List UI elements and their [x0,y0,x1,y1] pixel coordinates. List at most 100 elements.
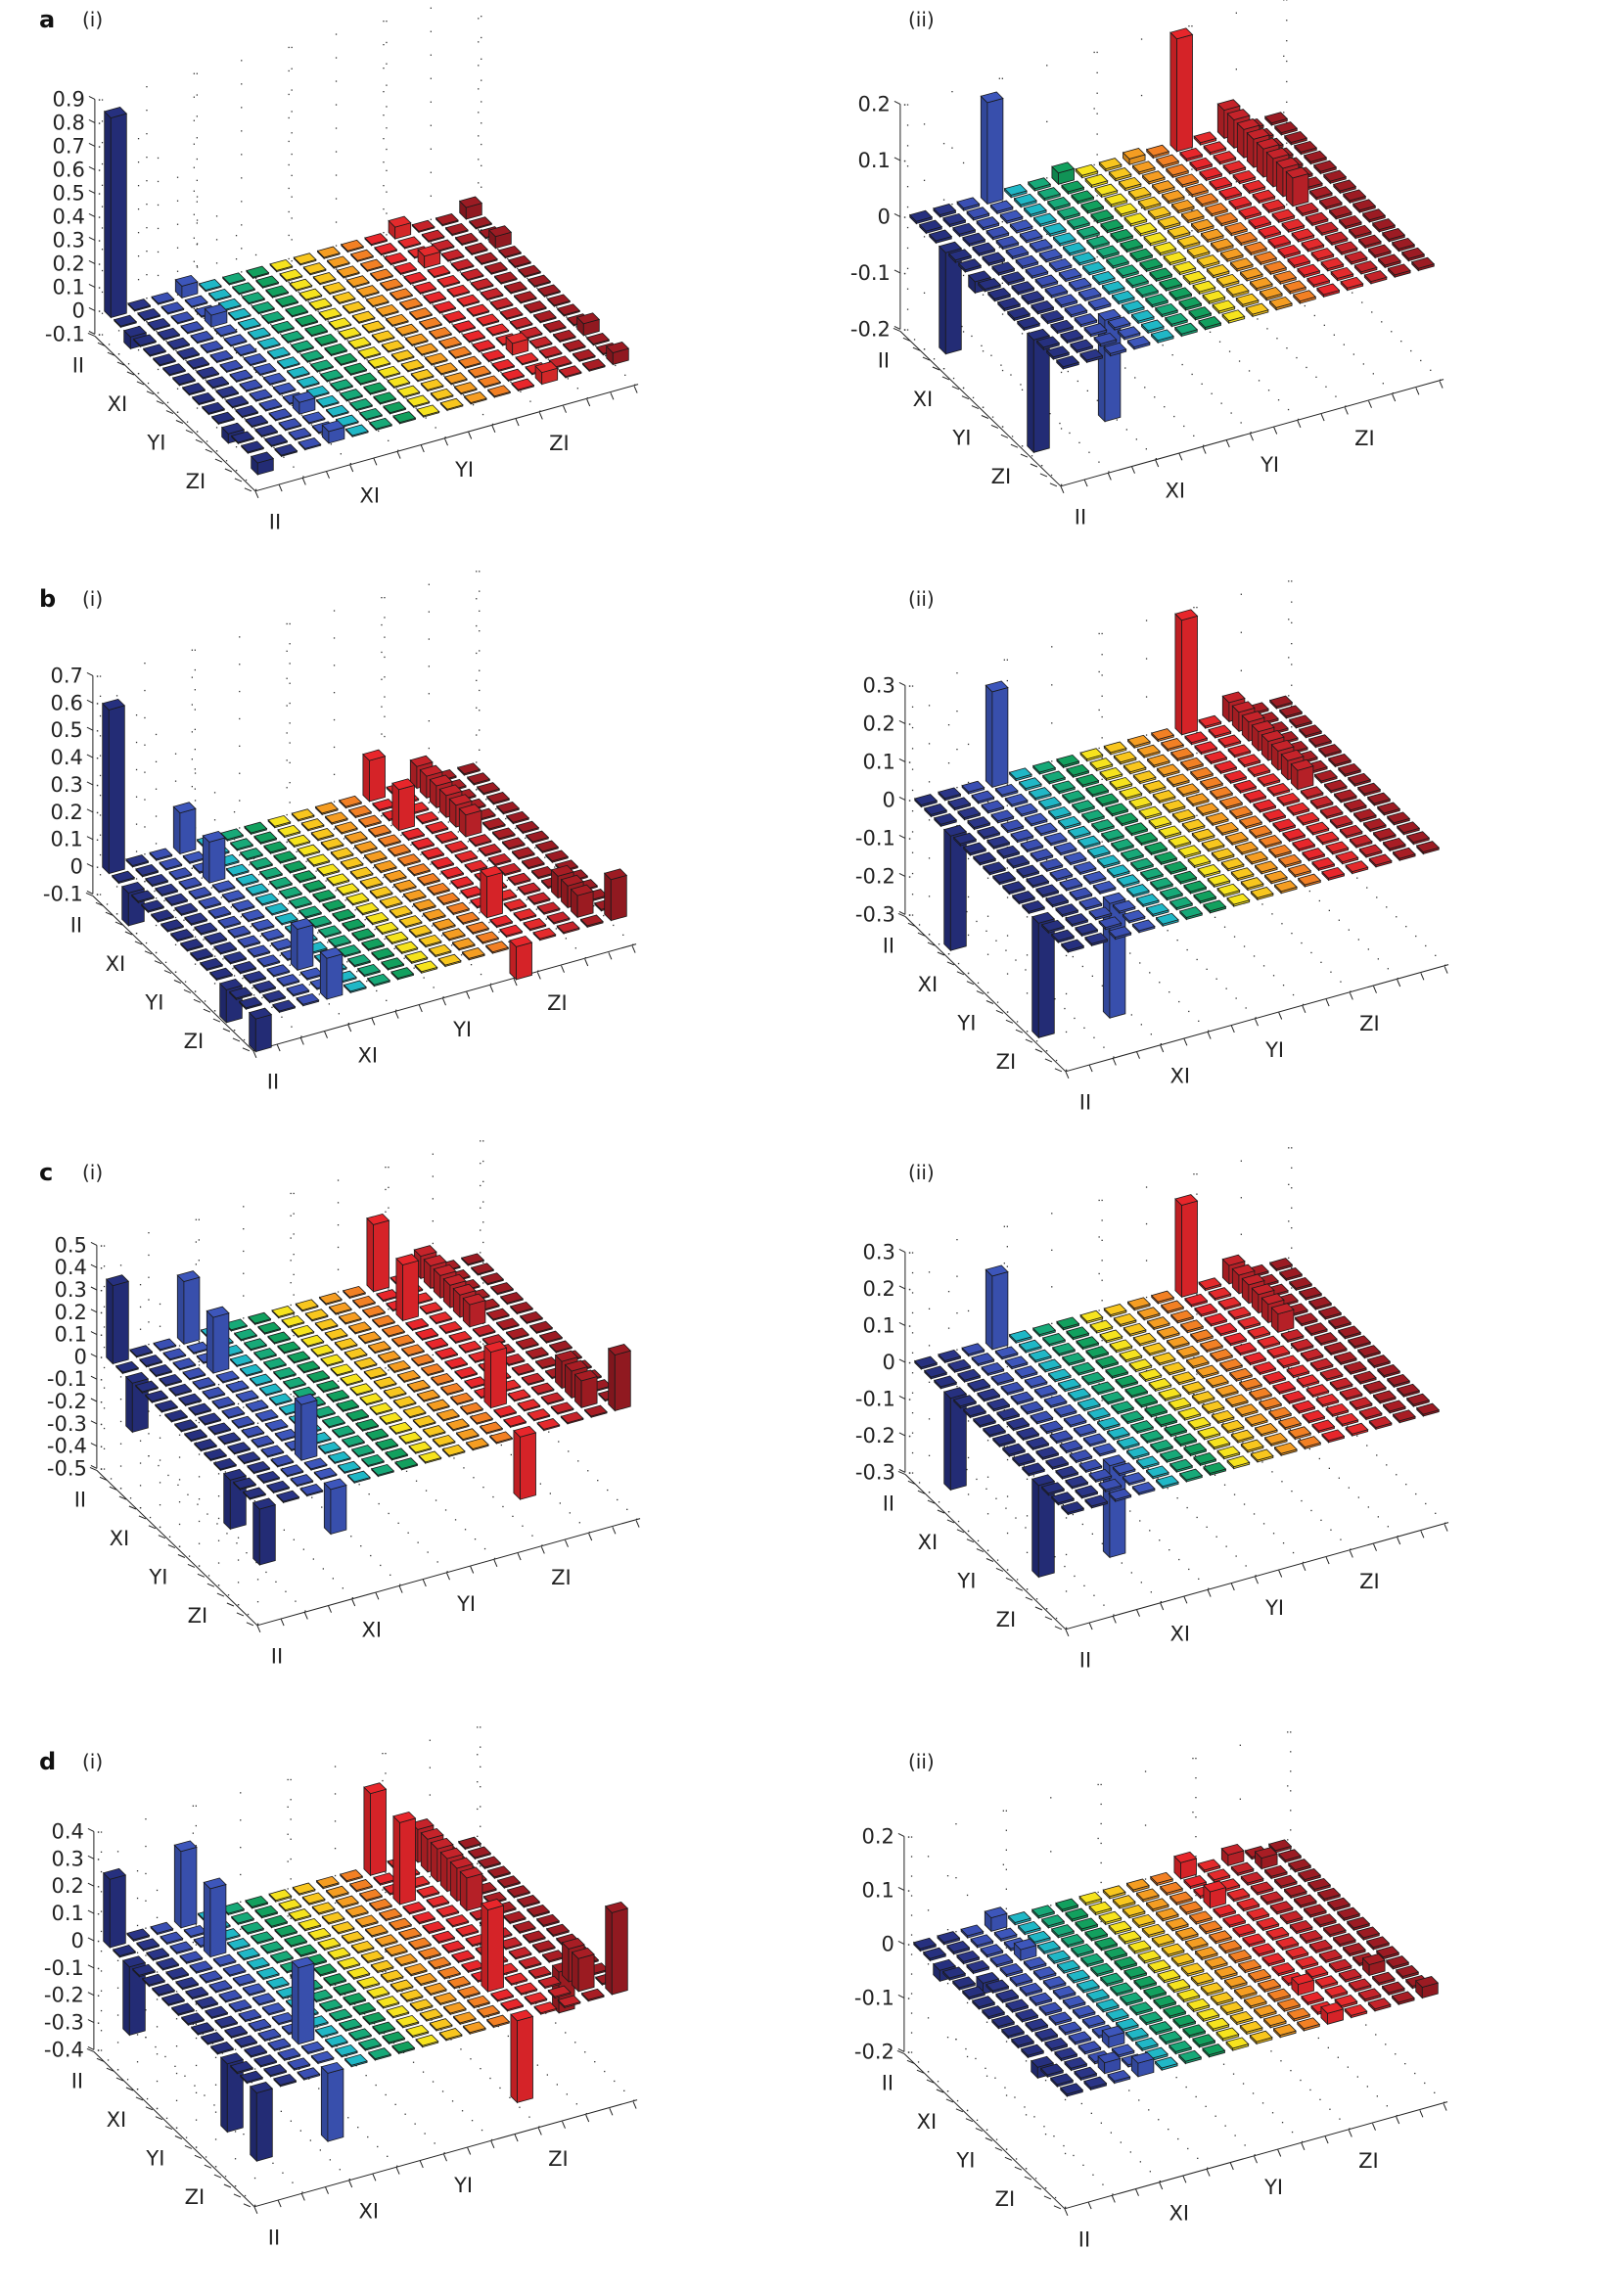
grid-dot [386,63,388,65]
z-tick-label: 0.3 [862,673,894,697]
grid-dot [286,705,288,707]
bar-top-face [1051,780,1077,793]
grid-dot [1386,906,1388,908]
col-tick-mark [608,952,613,960]
bar-top-face [461,947,485,959]
grid-dot [1335,395,1337,397]
bar [306,853,331,868]
bar [191,391,216,406]
bar [369,268,394,283]
grid-dot [374,307,377,309]
bar-top-face [408,925,433,937]
bar-top-face [1198,714,1222,727]
bar [933,204,957,218]
grid-dot [566,316,568,318]
grid-dot [1420,359,1422,362]
bar-side-face [980,95,988,206]
col-tick-mark [563,405,567,413]
bar [406,394,431,409]
bar [1079,348,1104,364]
bar [991,261,1016,277]
bar-top-face [499,306,524,319]
grid-dot [1286,142,1288,144]
bar [334,821,358,836]
bar-top-face [254,424,279,436]
grid-dot [135,714,138,716]
grid-dot [1006,820,1009,822]
grid-dot [157,227,160,230]
bar-top-face [383,401,407,414]
grid-dot [333,665,336,666]
bar-top-face [1046,197,1072,208]
grid-dot [196,219,199,221]
grid-dot [947,724,950,726]
grid-dot [415,407,417,409]
bar [215,386,240,399]
bar [982,252,1006,267]
bar [201,401,226,416]
bar [377,834,402,849]
grid-dot [442,375,445,377]
bar [396,853,422,867]
bar [247,327,271,342]
bar-top-face [200,340,224,352]
z-tick-label: -0.2 [850,317,891,341]
bar [495,801,521,815]
bar [422,908,446,923]
bar [270,938,295,952]
grid-dot [1064,1007,1066,1010]
bar-side-face [604,872,612,922]
bar-top-face [178,877,203,889]
bar [1015,254,1039,270]
grid-dot [98,334,101,336]
bar-top-face [1203,141,1227,154]
grid-dot [305,860,307,862]
grid-dot [430,171,432,173]
bar [1174,173,1200,189]
bar [1150,728,1175,743]
bar [1338,214,1362,230]
bar [546,911,571,926]
bar [367,824,392,839]
grid-dot [291,196,293,198]
bar [275,295,299,308]
grid-dot [176,270,179,272]
bar-top-face [443,372,468,385]
bar [230,431,255,445]
bar-top-face [318,307,343,320]
bar-top-face [480,865,504,878]
bar-top-face [1160,738,1185,750]
col-tick-mark [1297,420,1302,428]
bar-top-face [375,921,399,934]
grid-dot [135,823,138,825]
bar [1038,249,1063,263]
bar-top-face [161,363,187,376]
grid-dot [195,369,197,371]
grid-dot [194,990,197,992]
bar [1169,287,1193,302]
bar [1046,197,1072,211]
grid-dot [176,176,179,178]
grid-dot [451,323,453,325]
bar-top-face [293,253,317,265]
bar-top-face [147,317,171,330]
bar-top-face [1308,186,1333,199]
grid-dot [291,153,293,156]
grid-dot [923,292,926,294]
bar-top-face [1068,277,1092,290]
bar-top-face [433,300,457,313]
bar [392,411,417,425]
bar [345,893,370,906]
bar-top-face [248,1007,273,1020]
grid-dot [1006,867,1008,869]
grid-dot [137,185,140,187]
grid-dot [333,773,336,775]
grid-dot [98,287,101,289]
bar-top-face [343,980,367,992]
bar-front-face [369,756,386,803]
bar [198,895,222,910]
grid-dot [1286,40,1288,42]
row-tick-mark [95,901,104,906]
bar-top-face [300,818,325,830]
grid-dot [329,382,331,384]
